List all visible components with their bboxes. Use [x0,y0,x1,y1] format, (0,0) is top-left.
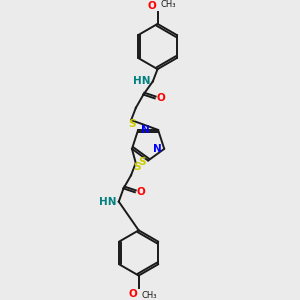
Text: S: S [128,119,136,129]
Text: S: S [133,162,140,172]
Text: O: O [148,1,157,11]
Text: O: O [137,187,146,197]
Text: N: N [153,144,161,154]
Text: N: N [141,125,150,135]
Text: O: O [129,289,138,299]
Text: O: O [157,93,165,103]
Text: HN: HN [134,76,151,86]
Text: CH₃: CH₃ [160,0,176,9]
Text: S: S [138,157,145,166]
Text: CH₃: CH₃ [142,291,157,300]
Text: HN: HN [99,196,117,207]
